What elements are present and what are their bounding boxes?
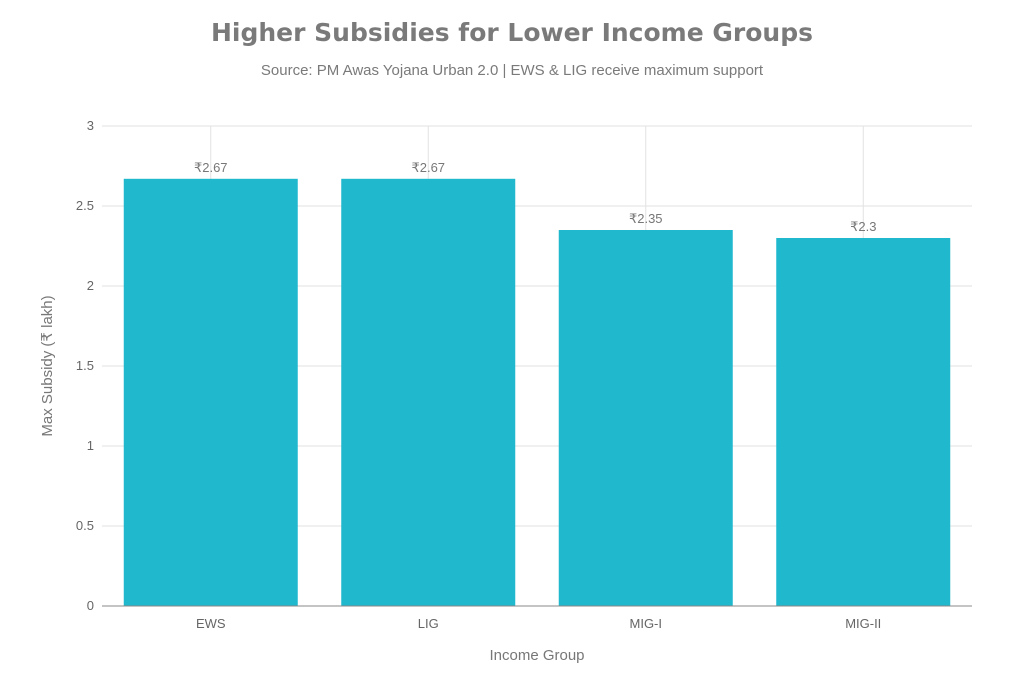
y-tick-label: 2 [87,278,94,293]
y-tick-label: 1.5 [76,358,94,373]
bar-lig [341,178,516,607]
x-tick-label: LIG [418,616,439,631]
y-tick-label: 0 [87,598,94,613]
x-axis: EWS LIG MIG-I MIG-II [102,605,972,631]
y-tick-label: 1 [87,438,94,453]
y-tick-label: 3 [87,118,94,133]
chart-subtitle: Source: PM Awas Yojana Urban 2.0 | EWS &… [260,62,764,79]
data-label: ₹2.3 [850,219,876,234]
data-labels: ₹2.67 ₹2.67 ₹2.35 ₹2.3 [194,160,876,234]
bar-mig-i [558,230,733,606]
x-axis-label: Income Group [489,647,584,664]
data-label: ₹2.35 [629,211,663,226]
y-tick-label: 0.5 [76,518,94,533]
x-tick-label: MIG-II [845,616,881,631]
data-label: ₹2.67 [194,160,228,175]
chart-title: Higher Subsidies for Lower Income Groups [210,18,813,47]
x-tick-label: EWS [196,616,226,631]
x-tick-label: MIG-I [630,616,663,631]
bars [123,178,951,607]
bar-mig-ii [776,238,951,606]
y-axis: 0 0.5 1 1.5 2 2.5 3 [76,118,94,613]
data-label: ₹2.67 [411,160,445,175]
bar-ews [123,178,298,607]
y-axis-label: Max Subsidy (₹ lakh) [39,295,56,436]
y-tick-label: 2.5 [76,198,94,213]
